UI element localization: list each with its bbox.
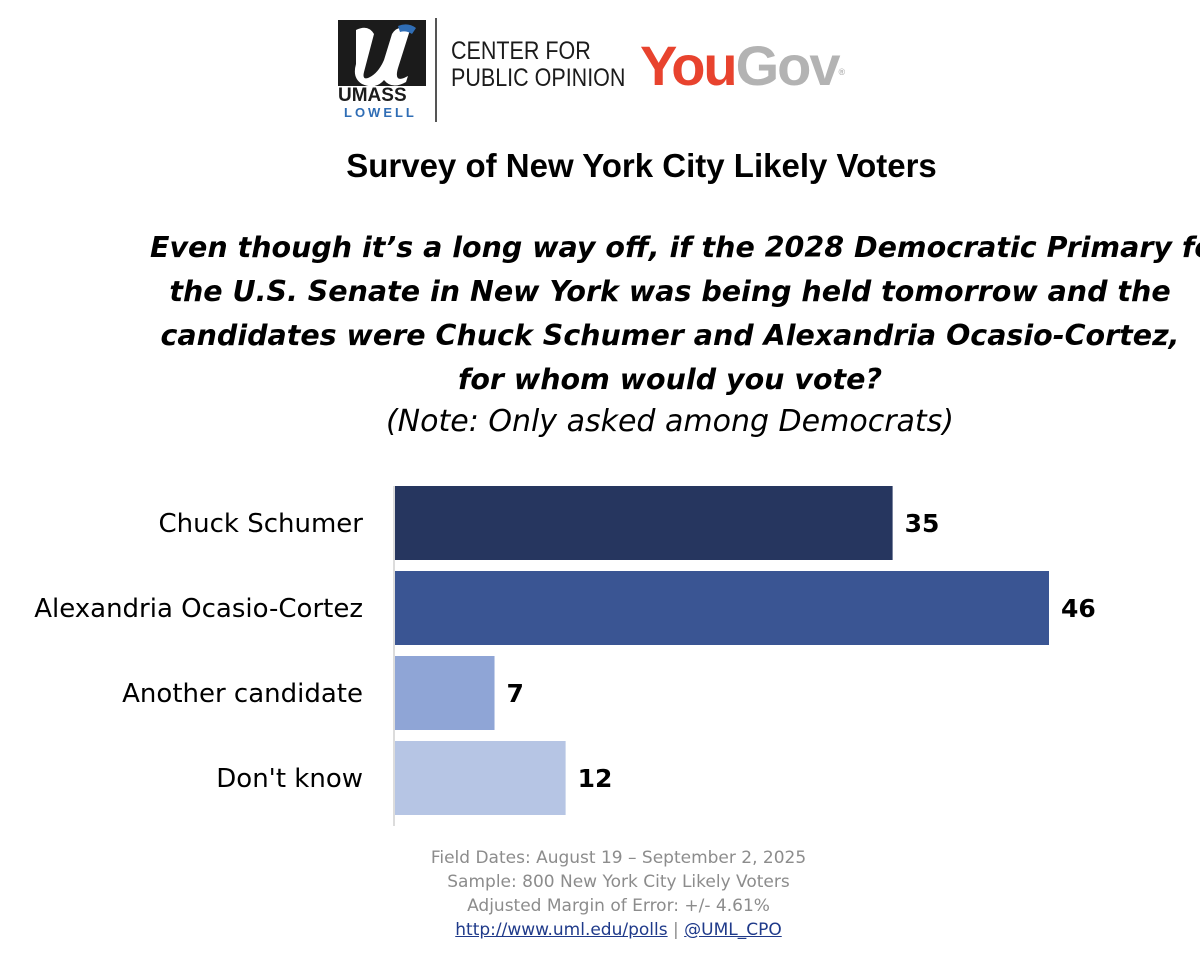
footer-links: http://www.uml.edu/polls | @UML_CPO — [0, 918, 1200, 942]
yougov-gov: Gov — [735, 34, 841, 97]
umass-logo-icon — [338, 20, 426, 87]
sample-size: Sample: 800 New York City Likely Voters — [447, 872, 790, 892]
data-label: 12 — [578, 764, 613, 793]
yougov-logo: YouGov® — [640, 36, 845, 96]
umass-wordmark: UMASS — [338, 85, 407, 106]
question-line: candidates were Chuck Schumer and Alexan… — [160, 319, 1180, 352]
margin-of-error: Adjusted Margin of Error: +/- 4.61% — [467, 896, 770, 916]
polls-link[interactable]: http://www.uml.edu/polls — [455, 920, 668, 940]
data-label: 46 — [1061, 594, 1096, 623]
survey-title: Survey of New York City Likely Voters — [346, 147, 937, 184]
question-note: (Note: Only asked among Democrats) — [385, 404, 955, 439]
category-label: Don't know — [216, 764, 363, 794]
bar-alexandria-ocasio-cortez — [395, 571, 1049, 645]
center-for-public-opinion: CENTER FOR PUBLIC OPINION — [451, 38, 625, 92]
question-text: Even though it’s a long way off, if the … — [150, 226, 1200, 402]
registered-mark: ® — [838, 67, 846, 77]
footer-separator: | — [673, 920, 679, 940]
bar-don-t-know — [395, 741, 566, 815]
bar-chart: Chuck Schumer 35 Alexandria Ocasio-Cortez 4… — [34, 486, 1096, 826]
header-logos: UMASS LOWELL CENTER FOR PUBLIC OPINION Y… — [338, 14, 878, 124]
data-label: 35 — [905, 509, 940, 538]
cpo-line-1: CENTER FOR — [451, 37, 591, 65]
yougov-you: You — [640, 34, 738, 97]
data-label: 7 — [507, 679, 524, 708]
question-line: the U.S. Senate in New York was being he… — [169, 275, 1171, 308]
cpo-line-2: PUBLIC OPINION — [451, 64, 626, 92]
category-label: Alexandria Ocasio-Cortez — [34, 594, 363, 624]
footer: Field Dates: August 19 – September 2, 20… — [0, 846, 1200, 942]
category-label: Another candidate — [122, 679, 363, 709]
category-label: Chuck Schumer — [159, 509, 364, 539]
question-line: Even though it’s a long way off, if the … — [150, 231, 1200, 264]
logo-divider — [435, 18, 437, 122]
field-dates: Field Dates: August 19 – September 2, 20… — [430, 848, 807, 868]
bar-another-candidate — [395, 656, 495, 730]
twitter-handle-link[interactable]: @UML_CPO — [684, 920, 782, 940]
lowell-wordmark: LOWELL — [344, 105, 417, 120]
question-line: for whom would you vote? — [457, 363, 883, 396]
bar-chuck-schumer — [395, 486, 893, 560]
